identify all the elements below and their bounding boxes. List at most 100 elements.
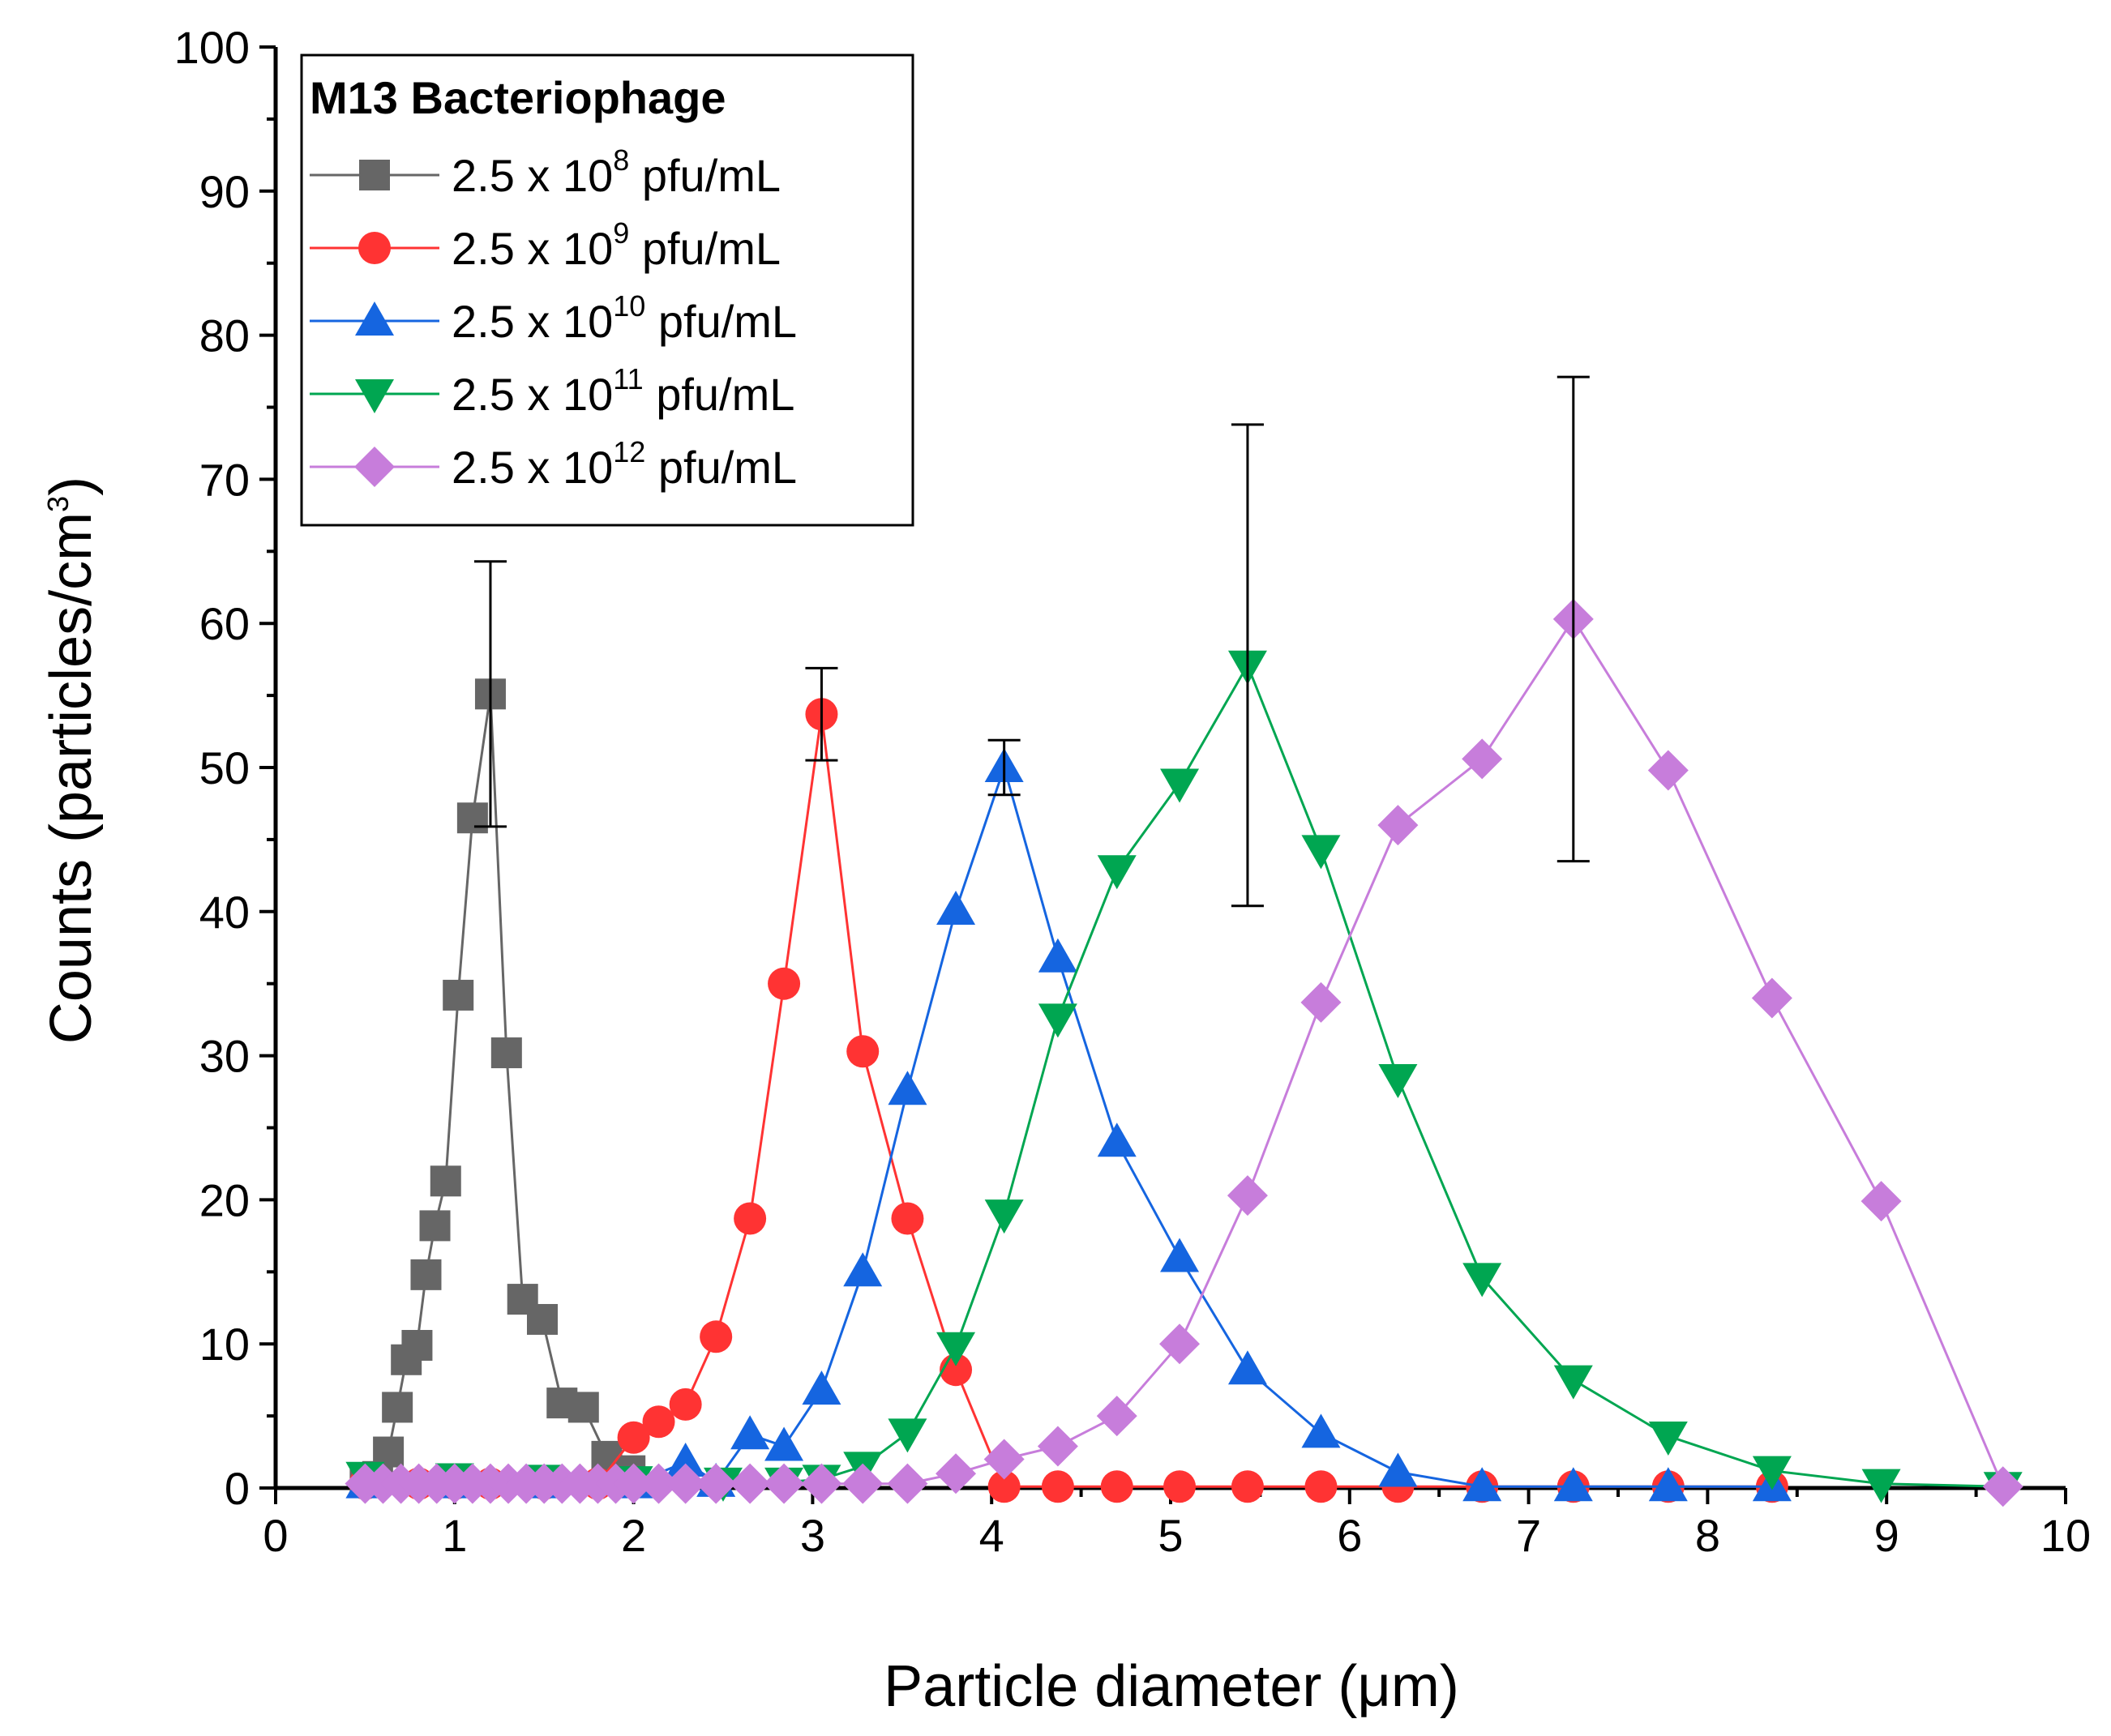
- data-point: [1160, 1238, 1200, 1272]
- data-point: [1038, 938, 1077, 973]
- data-point: [1462, 738, 1503, 780]
- data-point: [1377, 805, 1419, 846]
- data-point: [1647, 750, 1689, 791]
- legend-entry-1: 2.5 x 109 pfu/mL: [310, 216, 781, 274]
- legend-label-unit: pfu/mL: [644, 369, 795, 420]
- legend-label: 2.5 x 109 pfu/mL: [452, 216, 781, 274]
- data-point: [1301, 1413, 1341, 1448]
- legend-label: 2.5 x 1011 pfu/mL: [452, 362, 794, 420]
- legend-label-unit: pfu/mL: [629, 223, 781, 274]
- x-tick-label: 2: [621, 1510, 646, 1561]
- data-point: [1751, 977, 1792, 1019]
- data-point: [888, 1071, 927, 1105]
- y-axis-title-main: Counts (particles/cm: [39, 512, 104, 1044]
- legend-marker: [355, 379, 394, 413]
- data-point: [638, 1463, 679, 1504]
- data-point: [1301, 835, 1341, 870]
- data-point: [642, 1405, 675, 1439]
- data-point: [730, 1463, 771, 1504]
- data-point: [801, 1463, 842, 1504]
- data-point: [1227, 1350, 1267, 1385]
- x-tick-label: 1: [442, 1510, 467, 1561]
- legend-label-unit: pfu/mL: [645, 442, 797, 493]
- data-point: [1861, 1181, 1902, 1222]
- legend-marker: [359, 160, 390, 190]
- data-point: [1160, 768, 1200, 803]
- error-bar: [805, 666, 838, 762]
- data-point: [842, 1463, 884, 1504]
- data-point: [1097, 1122, 1137, 1157]
- legend-label-exponent: 8: [613, 143, 629, 177]
- legend-entry-3: 2.5 x 1011 pfu/mL: [310, 362, 794, 420]
- legend-marker: [358, 232, 391, 264]
- legend-label: 2.5 x 108 pfu/mL: [452, 143, 781, 201]
- data-point: [1648, 1467, 1688, 1502]
- data-point: [700, 1320, 733, 1353]
- legend-label-base: 2.5 x 10: [452, 150, 613, 201]
- y-tick-label: 60: [199, 598, 250, 649]
- x-tick-label: 4: [979, 1510, 1004, 1561]
- data-point: [768, 967, 801, 1000]
- legend-label-base: 2.5 x 10: [452, 223, 613, 274]
- data-point: [888, 1418, 927, 1453]
- data-point: [1752, 1456, 1792, 1490]
- error-bar: [1231, 423, 1264, 908]
- error-bar: [473, 560, 507, 828]
- data-point: [526, 1303, 558, 1335]
- legend-marker: [354, 447, 395, 487]
- data-point: [936, 1332, 976, 1366]
- x-tick-label: 8: [1695, 1510, 1720, 1561]
- data-point: [1097, 855, 1137, 890]
- legend-label-base: 2.5 x 10: [452, 442, 613, 493]
- data-point: [764, 1426, 804, 1461]
- data-point: [410, 1259, 442, 1290]
- data-point: [666, 1442, 705, 1477]
- data-point: [1648, 1421, 1688, 1456]
- legend-label-exponent: 12: [613, 435, 645, 468]
- x-tick-label: 5: [1158, 1510, 1183, 1561]
- y-tick-label: 40: [199, 887, 250, 938]
- y-tick-label: 80: [199, 310, 250, 361]
- legend-label-base: 2.5 x 10: [452, 369, 613, 420]
- y-axis-title: Counts (particles/cm3): [39, 477, 104, 1044]
- legend-label: 2.5 x 1012 pfu/mL: [452, 435, 797, 493]
- data-point: [802, 1370, 841, 1405]
- data-point: [846, 1035, 880, 1068]
- data-point: [1304, 1470, 1338, 1503]
- x-tick-label: 9: [1874, 1510, 1899, 1561]
- data-point: [617, 1421, 650, 1454]
- data-point: [1100, 1470, 1133, 1503]
- legend-title: M13 Bacteriophage: [310, 72, 726, 123]
- data-point: [734, 1202, 767, 1235]
- data-point: [730, 1415, 770, 1450]
- data-point: [1462, 1263, 1502, 1298]
- data-point: [696, 1463, 737, 1504]
- data-point: [1038, 1003, 1077, 1038]
- data-point: [382, 1392, 413, 1423]
- data-point: [891, 1202, 924, 1235]
- data-point: [443, 979, 474, 1011]
- data-point: [887, 1463, 928, 1504]
- x-tick-label: 3: [800, 1510, 825, 1561]
- y-tick-label: 50: [199, 742, 250, 793]
- y-tick-label: 100: [174, 22, 250, 73]
- data-point: [983, 1439, 1025, 1480]
- legend-entry-2: 2.5 x 1010 pfu/mL: [310, 289, 797, 347]
- data-point: [843, 1252, 883, 1287]
- legend-label-exponent: 9: [613, 216, 629, 250]
- error-bar: [1556, 375, 1590, 863]
- data-point: [665, 1463, 706, 1504]
- legend-label-unit: pfu/mL: [629, 150, 781, 201]
- error-bar: [987, 738, 1021, 797]
- data-point: [490, 1037, 522, 1069]
- x-tick-label: 6: [1337, 1510, 1362, 1561]
- y-tick-label: 20: [199, 1174, 250, 1225]
- y-tick-label: 90: [199, 166, 250, 217]
- data-point: [1159, 1323, 1201, 1365]
- x-tick-label: 10: [2040, 1510, 2091, 1561]
- data-point: [987, 1470, 1021, 1503]
- y-axis-title-sup: 3: [41, 496, 75, 512]
- legend-label-exponent: 10: [613, 289, 645, 323]
- data-point: [1227, 1175, 1268, 1216]
